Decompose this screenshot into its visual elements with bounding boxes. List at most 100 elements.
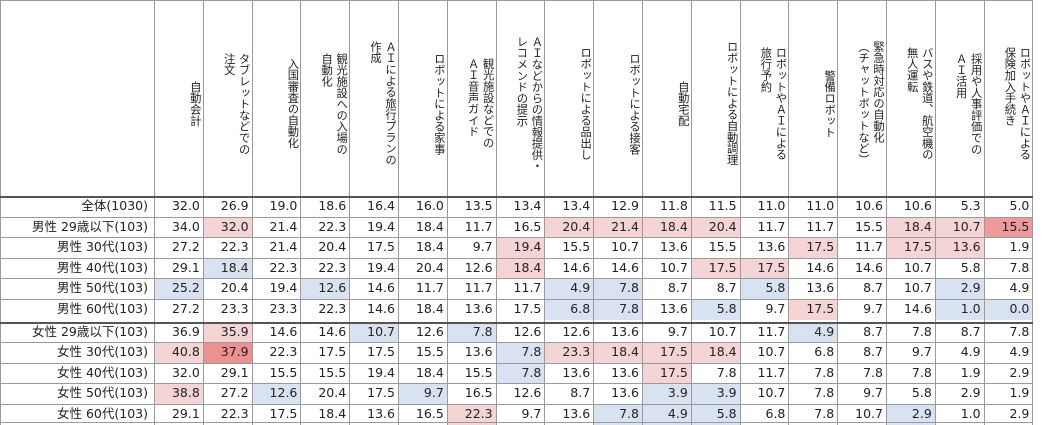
column-header-label: ＡＩによる旅行プランの 作成 bbox=[368, 41, 397, 166]
table-cell: 17.5 bbox=[788, 299, 838, 320]
row-label: 男性 60代(103) bbox=[57, 301, 148, 316]
row-label: 男性 29歳以下(103) bbox=[32, 218, 148, 234]
table-cell: 5.0 bbox=[1009, 198, 1030, 213]
table-cell: 32.0 bbox=[171, 198, 200, 213]
table-cell: 3.9 bbox=[690, 383, 740, 404]
table-cell: 1.0 bbox=[934, 299, 984, 320]
table-cell: 18.4 bbox=[642, 216, 691, 238]
table-cell: 38.8 bbox=[154, 383, 203, 404]
table-cell: 23.3 bbox=[269, 301, 298, 316]
table-cell: 14.6 bbox=[611, 259, 639, 275]
grid-line bbox=[0, 321, 1034, 324]
table-cell: 2.9 bbox=[1009, 406, 1030, 421]
column-header-label: 観光施設への入場の 自動化 bbox=[320, 52, 349, 155]
row-label: 女性 29歳以下(103) bbox=[32, 323, 148, 339]
table-cell: 1.0 bbox=[960, 406, 981, 421]
table-cell: 27.2 bbox=[220, 385, 249, 401]
table-cell: 23.3 bbox=[220, 301, 249, 316]
column-header: ＡＩなどからの情報提供・ レコメンドの提示 bbox=[496, 1, 545, 196]
grid-line bbox=[983, 0, 985, 425]
table-cell: 10.7 bbox=[934, 216, 984, 238]
column-header-label: ロボットやＡＩによる 旅行予約 bbox=[759, 47, 788, 160]
table-cell: 20.4 bbox=[220, 280, 249, 296]
table-cell: 4.9 bbox=[960, 344, 981, 360]
table-cell: 22.3 bbox=[446, 404, 496, 425]
column-header: 緊急時対応の自動化 （チャットボットなど） bbox=[837, 1, 886, 196]
column-header-label: ＡＩなどからの情報提供・ レコメンドの提示 bbox=[515, 35, 544, 172]
table-cell: 12.6 bbox=[415, 323, 444, 339]
table-cell: 12.6 bbox=[562, 323, 591, 339]
table-cell: 10.7 bbox=[903, 280, 932, 296]
grid-line bbox=[593, 0, 595, 425]
table-cell: 11.7 bbox=[513, 280, 542, 296]
table-cell: 7.8 bbox=[814, 406, 835, 421]
table-cell: 19.4 bbox=[367, 259, 395, 275]
table-cell: 8.7 bbox=[716, 280, 737, 296]
table-cell: 16.5 bbox=[415, 406, 444, 421]
table-cell: 13.6 bbox=[757, 239, 786, 255]
table-cell: 17.5 bbox=[739, 257, 789, 279]
table-cell: 20.4 bbox=[415, 259, 444, 275]
table-cell: 13.6 bbox=[611, 323, 639, 339]
table-cell: 13.6 bbox=[464, 344, 493, 360]
row-label: 男性 50代(103) bbox=[57, 280, 148, 296]
table-cell: 10.6 bbox=[855, 198, 883, 213]
table-cell: 7.8 bbox=[814, 385, 835, 401]
table-cell: 1.9 bbox=[1009, 385, 1030, 401]
table-cell: 7.8 bbox=[593, 404, 642, 425]
table-cell: 9.7 bbox=[472, 239, 493, 255]
table-cell: 11.5 bbox=[708, 198, 737, 213]
column-header-label: ロボットによる自動調理 bbox=[725, 41, 739, 166]
grid-line bbox=[154, 0, 155, 425]
table-cell: 5.8 bbox=[739, 278, 789, 299]
table-cell: 10.7 bbox=[708, 323, 737, 339]
grid-line bbox=[739, 0, 741, 425]
grid-line bbox=[495, 0, 497, 425]
row-label: 男性 30代(103) bbox=[57, 239, 148, 255]
table-cell: 9.7 bbox=[521, 406, 542, 421]
table-cell: 18.4 bbox=[415, 364, 444, 380]
table-cell: 5.8 bbox=[690, 404, 740, 425]
table-cell: 17.5 bbox=[886, 237, 935, 258]
table-cell: 9.7 bbox=[667, 323, 688, 339]
column-header-label: ロボットによる接客 bbox=[627, 52, 641, 155]
column-header: 警備ロボット bbox=[788, 1, 837, 196]
table-cell: 18.4 bbox=[415, 218, 444, 234]
grid-line bbox=[0, 196, 1034, 198]
table-cell: 32.0 bbox=[171, 364, 200, 380]
table-cell: 11.7 bbox=[757, 218, 786, 234]
table-cell: 11.7 bbox=[415, 280, 444, 296]
column-header: バスや鉄道、航空機の 無人運転 bbox=[886, 1, 935, 196]
table-cell: 13.6 bbox=[806, 280, 835, 296]
column-header-label: タブレットなどでの 注文 bbox=[222, 52, 251, 155]
table-cell: 6.8 bbox=[765, 406, 786, 421]
table-cell: 7.8 bbox=[911, 323, 932, 339]
table-cell: 6.8 bbox=[814, 344, 835, 360]
row-label: 男性 40代(103) bbox=[57, 259, 148, 275]
table-cell: 12.9 bbox=[611, 198, 639, 213]
grid-line bbox=[837, 0, 839, 425]
table-cell: 5.8 bbox=[911, 385, 932, 401]
table-cell: 21.4 bbox=[269, 239, 298, 255]
table-cell: 18.4 bbox=[415, 239, 444, 255]
table-cell: 4.9 bbox=[1009, 344, 1030, 360]
table-cell: 17.5 bbox=[367, 344, 395, 360]
table-cell: 18.4 bbox=[690, 342, 740, 363]
column-header-label: ロボットによる家事 bbox=[432, 52, 446, 155]
table-cell: 14.6 bbox=[318, 323, 347, 339]
table-cell: 13.6 bbox=[934, 237, 984, 258]
row-label: 全体(1030) bbox=[81, 198, 148, 213]
grid-line bbox=[0, 299, 1034, 300]
table-cell: 10.7 bbox=[611, 239, 639, 255]
table-cell: 11.7 bbox=[464, 218, 493, 234]
table-cell: 36.9 bbox=[171, 323, 200, 339]
table-cell: 17.5 bbox=[367, 385, 395, 401]
table-cell: 2.9 bbox=[934, 278, 984, 299]
table-cell: 7.8 bbox=[1009, 323, 1030, 339]
column-header: ロボットによる接客 bbox=[593, 1, 642, 196]
table-cell: 13.6 bbox=[464, 301, 493, 316]
table-cell: 22.3 bbox=[220, 406, 249, 421]
table-cell: 7.8 bbox=[1009, 259, 1030, 275]
table-cell: 0.0 bbox=[983, 299, 1033, 320]
